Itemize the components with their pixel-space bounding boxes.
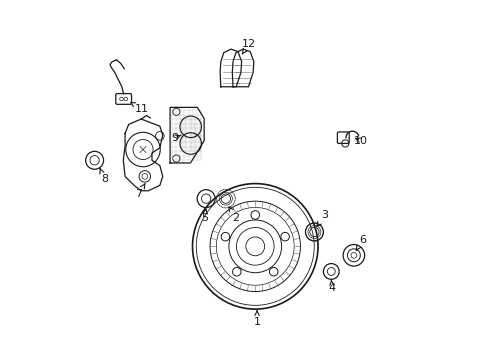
Text: 12: 12 — [242, 39, 256, 54]
Text: 10: 10 — [353, 136, 367, 145]
Text: 5: 5 — [201, 209, 207, 223]
Text: 1: 1 — [253, 311, 260, 327]
Text: 2: 2 — [228, 207, 239, 222]
Text: 4: 4 — [328, 280, 335, 293]
Text: 11: 11 — [130, 103, 148, 114]
Text: 9: 9 — [171, 133, 181, 143]
Text: 8: 8 — [100, 169, 108, 184]
Text: 6: 6 — [355, 235, 366, 251]
Text: 3: 3 — [316, 210, 328, 226]
Text: 7: 7 — [135, 184, 145, 199]
